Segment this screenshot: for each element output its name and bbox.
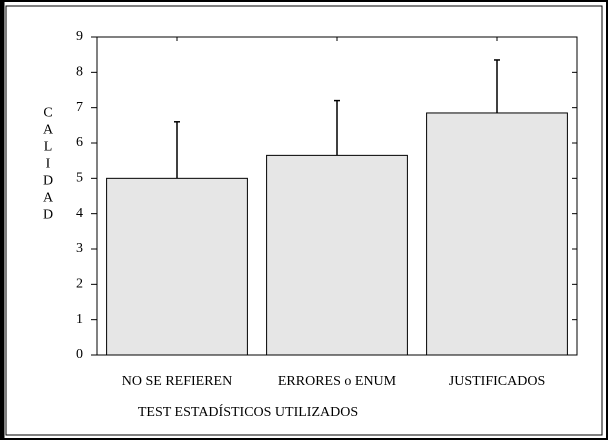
y-tick-label: 3 [76, 241, 83, 256]
y-tick-label: 4 [76, 206, 83, 221]
y-tick-label: 9 [76, 29, 83, 44]
y-tick-label: 2 [76, 277, 83, 292]
x-tick-label: NO SE REFIEREN [122, 374, 232, 389]
y-tick-label: 8 [76, 65, 83, 80]
x-tick-label: JUSTIFICADOS [449, 374, 545, 389]
bar [266, 154, 408, 356]
x-axis-label: TEST ESTADÍSTICOS UTILIZADOS [138, 403, 358, 420]
y-tick-label: 6 [76, 135, 83, 150]
y-tick-label: 5 [76, 171, 83, 186]
inner-frame [5, 5, 603, 436]
x-tick-label: ERRORES o ENUM [278, 374, 397, 389]
y-tick-label: 7 [76, 100, 83, 115]
y-axis-label: CALIDAD [41, 106, 56, 225]
y-tick-label: 1 [76, 312, 83, 327]
y-tick-label: 0 [76, 347, 83, 362]
bar [106, 177, 248, 356]
bar [426, 112, 568, 356]
